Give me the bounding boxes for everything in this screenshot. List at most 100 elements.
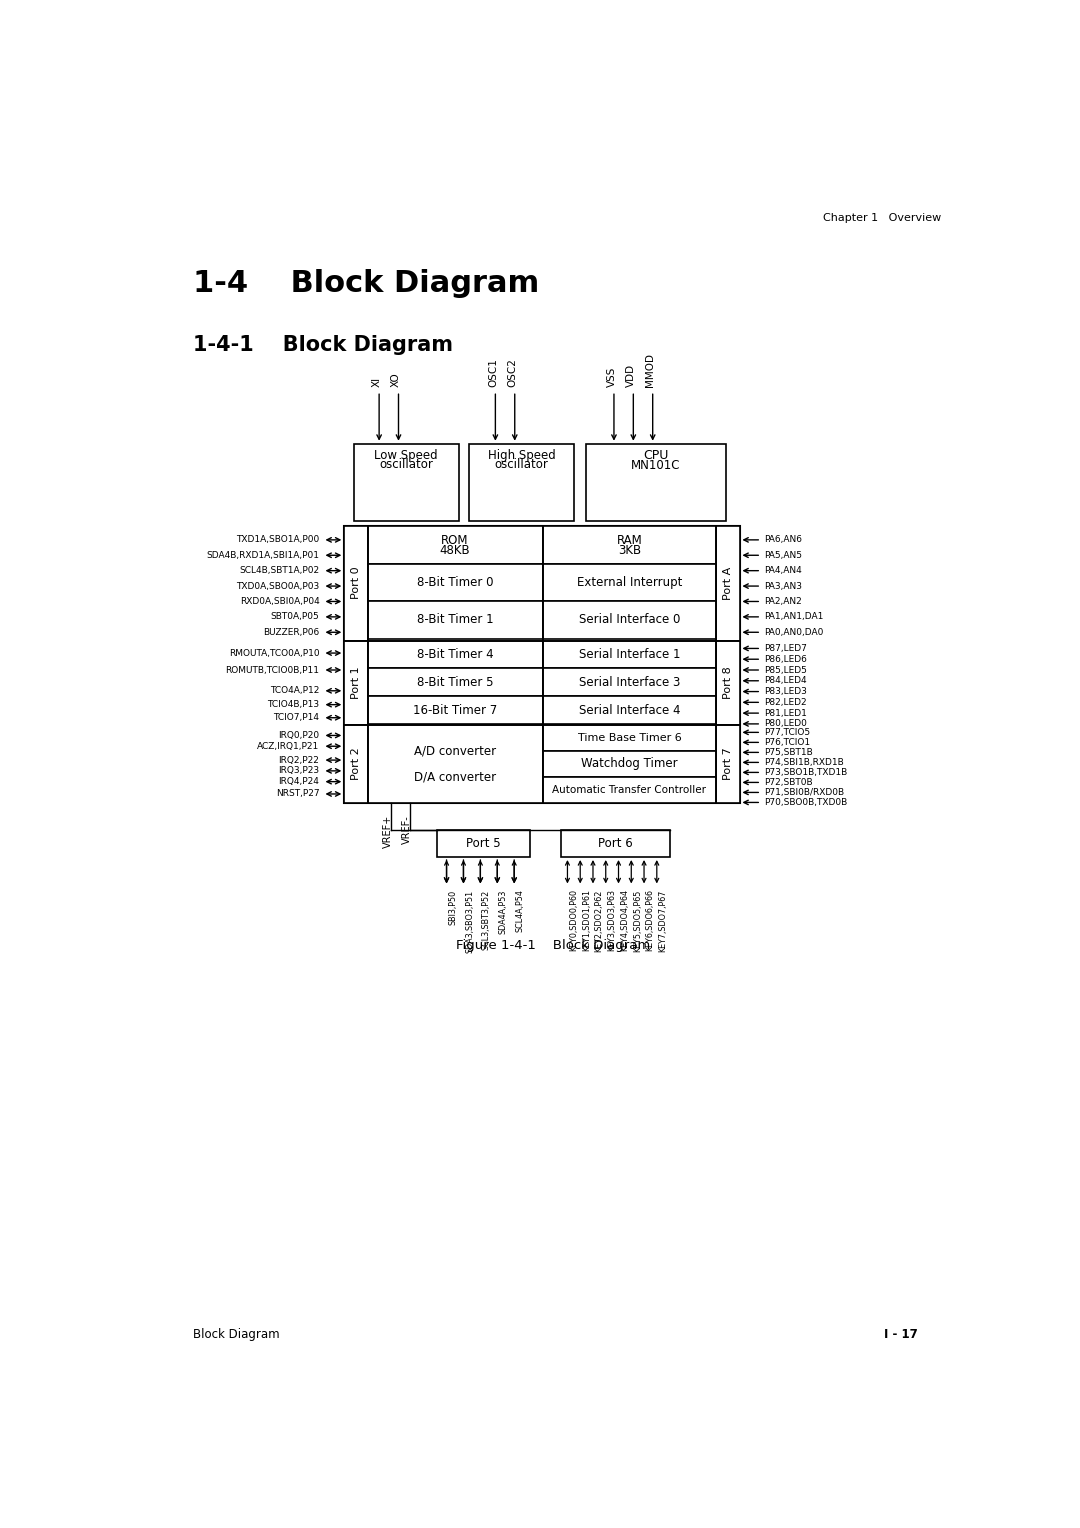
Text: PA2,AN2: PA2,AN2 bbox=[765, 597, 802, 607]
Text: Port 2: Port 2 bbox=[351, 747, 361, 781]
Text: P84,LED4: P84,LED4 bbox=[765, 677, 807, 685]
Text: IRQ4,P24: IRQ4,P24 bbox=[279, 778, 320, 785]
Text: Low Speed: Low Speed bbox=[375, 449, 438, 461]
Text: P81,LED1: P81,LED1 bbox=[765, 709, 807, 718]
Text: SBI3,P50: SBI3,P50 bbox=[448, 889, 457, 924]
Text: PA0,AN0,DA0: PA0,AN0,DA0 bbox=[765, 628, 824, 637]
Text: TCIO7,P14: TCIO7,P14 bbox=[273, 714, 320, 723]
Text: VREF-: VREF- bbox=[402, 814, 413, 843]
Bar bbox=[354, 443, 459, 521]
Text: P87,LED7: P87,LED7 bbox=[765, 643, 807, 652]
Text: ROMUTB,TCIO0B,P11: ROMUTB,TCIO0B,P11 bbox=[226, 666, 320, 674]
Bar bbox=[345, 526, 367, 640]
Text: VDD: VDD bbox=[626, 364, 636, 388]
Text: TXD1A,SBO1A,P00: TXD1A,SBO1A,P00 bbox=[237, 535, 320, 544]
Text: Port A: Port A bbox=[723, 567, 733, 599]
Bar bbox=[345, 640, 367, 724]
Text: PA3,AN3: PA3,AN3 bbox=[765, 582, 802, 590]
Text: Watchdog Timer: Watchdog Timer bbox=[581, 758, 678, 770]
Text: IRQ2,P22: IRQ2,P22 bbox=[279, 755, 320, 764]
Text: P82,LED2: P82,LED2 bbox=[765, 698, 807, 707]
Text: KEY6,SDO6,P66: KEY6,SDO6,P66 bbox=[646, 889, 654, 952]
Text: IRQ3,P23: IRQ3,P23 bbox=[279, 767, 320, 775]
Text: 8-Bit Timer 1: 8-Bit Timer 1 bbox=[417, 613, 494, 626]
Text: P83,LED3: P83,LED3 bbox=[765, 688, 807, 697]
Bar bbox=[469, 443, 575, 521]
Text: D/A converter: D/A converter bbox=[414, 770, 496, 784]
Text: P72,SBT0B: P72,SBT0B bbox=[765, 778, 813, 787]
Text: SCL4B,SBT1A,P02: SCL4B,SBT1A,P02 bbox=[240, 567, 320, 575]
Bar bbox=[543, 526, 716, 564]
Text: Block Diagram: Block Diagram bbox=[193, 1328, 280, 1342]
Text: Chapter 1   Overview: Chapter 1 Overview bbox=[823, 212, 941, 223]
Bar bbox=[586, 443, 726, 521]
Text: P75,SBT1B: P75,SBT1B bbox=[765, 747, 813, 756]
Text: BUZZER,P06: BUZZER,P06 bbox=[264, 628, 320, 637]
Text: ROM: ROM bbox=[442, 535, 469, 547]
Text: P77,TCIO5: P77,TCIO5 bbox=[765, 727, 810, 736]
Text: KEY1,SDO1,P61: KEY1,SDO1,P61 bbox=[582, 889, 591, 952]
Text: External Interrupt: External Interrupt bbox=[577, 576, 683, 588]
Text: Figure 1-4-1    Block Diagram: Figure 1-4-1 Block Diagram bbox=[457, 940, 650, 952]
Bar bbox=[543, 697, 716, 724]
Text: P70,SBO0B,TXD0B: P70,SBO0B,TXD0B bbox=[765, 798, 848, 807]
Bar bbox=[437, 830, 530, 857]
Text: PA5,AN5: PA5,AN5 bbox=[765, 550, 802, 559]
Text: TXD0A,SBO0A,P03: TXD0A,SBO0A,P03 bbox=[237, 582, 320, 590]
Text: OSC2: OSC2 bbox=[508, 359, 517, 388]
Text: P86,LED6: P86,LED6 bbox=[765, 654, 807, 663]
Bar bbox=[543, 602, 716, 639]
Bar bbox=[716, 724, 740, 804]
Bar bbox=[543, 724, 716, 750]
Bar bbox=[367, 526, 543, 564]
Bar bbox=[345, 526, 740, 804]
Text: KEY0,SDO0,P60: KEY0,SDO0,P60 bbox=[569, 889, 578, 952]
Text: TCIO4B,P13: TCIO4B,P13 bbox=[268, 700, 320, 709]
Text: I - 17: I - 17 bbox=[885, 1328, 918, 1342]
Text: NRST,P27: NRST,P27 bbox=[275, 790, 320, 799]
Text: 8-Bit Timer 5: 8-Bit Timer 5 bbox=[417, 675, 494, 689]
Bar bbox=[543, 668, 716, 697]
Bar bbox=[367, 640, 543, 668]
Text: RMOUTA,TCO0A,P10: RMOUTA,TCO0A,P10 bbox=[229, 648, 320, 657]
Text: Serial Interface 1: Serial Interface 1 bbox=[579, 648, 680, 662]
Text: 8-Bit Timer 0: 8-Bit Timer 0 bbox=[417, 576, 494, 588]
Text: P76,TCIO1: P76,TCIO1 bbox=[765, 738, 810, 747]
Text: VSS: VSS bbox=[607, 367, 617, 388]
Bar bbox=[716, 640, 740, 724]
Text: SDA3,SBO3,P51: SDA3,SBO3,P51 bbox=[465, 889, 474, 952]
Text: Serial Interface 4: Serial Interface 4 bbox=[579, 703, 680, 717]
Text: Port 8: Port 8 bbox=[723, 666, 733, 698]
Bar bbox=[543, 750, 716, 778]
Text: P80,LED0: P80,LED0 bbox=[765, 720, 807, 729]
Text: KEY2,SDO2,P62: KEY2,SDO2,P62 bbox=[594, 889, 604, 952]
Text: SDA4B,RXD1A,SBI1A,P01: SDA4B,RXD1A,SBI1A,P01 bbox=[206, 550, 320, 559]
Text: 8-Bit Timer 4: 8-Bit Timer 4 bbox=[417, 648, 494, 662]
Text: MMOD: MMOD bbox=[646, 353, 656, 388]
Text: KEY3,SDO3,P63: KEY3,SDO3,P63 bbox=[607, 889, 617, 952]
Text: KEY4,SDO4,P64: KEY4,SDO4,P64 bbox=[620, 889, 629, 952]
Bar bbox=[543, 564, 716, 602]
Text: 3KB: 3KB bbox=[618, 544, 642, 558]
Bar bbox=[367, 668, 543, 697]
Text: TCO4A,P12: TCO4A,P12 bbox=[270, 686, 320, 695]
Text: Serial Interface 0: Serial Interface 0 bbox=[579, 613, 680, 626]
Text: 48KB: 48KB bbox=[440, 544, 471, 558]
Bar bbox=[367, 564, 543, 602]
Bar bbox=[367, 697, 543, 724]
Text: Port 7: Port 7 bbox=[723, 747, 733, 781]
Text: SDA4A,P53: SDA4A,P53 bbox=[499, 889, 508, 934]
Text: 1-4-1    Block Diagram: 1-4-1 Block Diagram bbox=[193, 335, 454, 354]
Text: XI: XI bbox=[372, 377, 382, 388]
Text: oscillator: oscillator bbox=[495, 458, 549, 471]
Text: P71,SBI0B/RXD0B: P71,SBI0B/RXD0B bbox=[765, 788, 845, 798]
Text: Port 1: Port 1 bbox=[351, 666, 361, 698]
Text: VREF+: VREF+ bbox=[382, 814, 393, 848]
Text: 16-Bit Timer 7: 16-Bit Timer 7 bbox=[413, 703, 497, 717]
Text: High Speed: High Speed bbox=[488, 449, 555, 461]
Bar bbox=[367, 724, 543, 804]
Text: XO: XO bbox=[391, 373, 401, 388]
Text: Port 0: Port 0 bbox=[351, 567, 361, 599]
Text: oscillator: oscillator bbox=[379, 458, 433, 471]
Text: PA1,AN1,DA1: PA1,AN1,DA1 bbox=[765, 613, 824, 622]
